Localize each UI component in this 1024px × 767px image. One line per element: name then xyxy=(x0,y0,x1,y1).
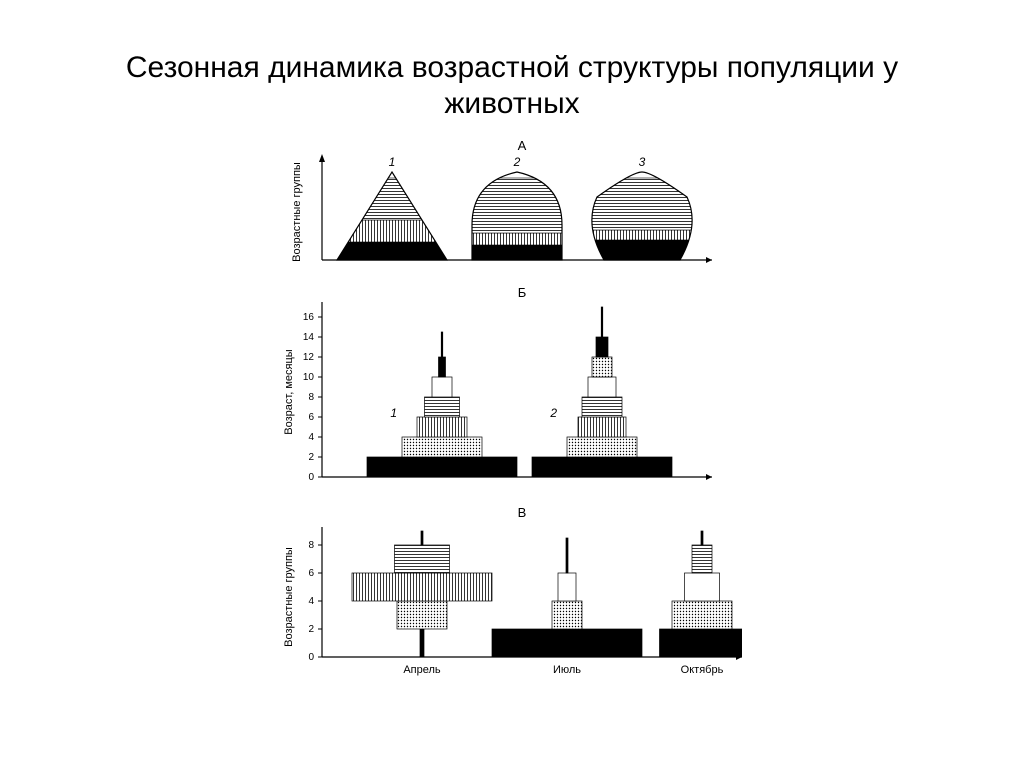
panel-b-tick-label: 6 xyxy=(308,412,314,423)
page-title: Сезонная динамика возрастной структуры п… xyxy=(0,0,1024,132)
panel-b-tick-label: 12 xyxy=(303,352,315,363)
figure: А Возрастные группы 123 Б Возраст, месяц… xyxy=(0,132,1024,692)
panel-b-shape-label: 1 xyxy=(390,406,397,420)
panel-b: Б Возраст, месяцы 0246810121416 12 xyxy=(283,285,712,483)
panel-v-tick-label: 0 xyxy=(308,652,314,663)
panel-b-tick-label: 4 xyxy=(308,432,314,443)
panel-v-xlabel: Октябрь xyxy=(681,664,724,676)
panel-b-tick-label: 16 xyxy=(303,312,315,323)
diagram-svg: А Возрастные группы 123 Б Возраст, месяц… xyxy=(282,132,742,692)
panel-a: А Возрастные группы 1 2 3 xyxy=(291,138,712,263)
panel-v: В Возрастные группы 0 2 4 6 8 Апрель Июль Октя… xyxy=(283,505,742,676)
panel-v-tick-label: 4 xyxy=(308,596,314,607)
panel-b-shape-label: 2 xyxy=(549,406,557,420)
panel-b-tick-label: 2 xyxy=(308,452,314,463)
panel-b-tick-label: 10 xyxy=(303,372,315,383)
panel-b-tick-label: 14 xyxy=(303,332,315,343)
panel-b-ylabel: Возраст, месяцы xyxy=(283,349,295,434)
panel-v-ylabel: Возрастные группы xyxy=(283,547,295,647)
panel-a-shape-label: 2 xyxy=(513,155,521,169)
panel-a-ylabel: Возрастные группы xyxy=(291,162,303,262)
panel-a-shape-label: 3 xyxy=(639,155,646,169)
panel-v-xlabel: Апрель xyxy=(403,664,441,676)
panel-v-tick-label: 8 xyxy=(308,540,314,551)
panel-b-letter: Б xyxy=(518,285,527,300)
panel-a-letter: А xyxy=(518,138,527,153)
panel-v-letter: В xyxy=(518,505,527,520)
panel-a-shape-label: 1 xyxy=(389,155,396,169)
panel-v-tick-label: 6 xyxy=(308,568,314,579)
panel-b-tick-label: 8 xyxy=(308,392,314,403)
panel-v-xlabel: Июль xyxy=(553,664,581,676)
panel-b-tick-label: 0 xyxy=(308,472,314,483)
panel-v-tick-label: 2 xyxy=(308,624,314,635)
